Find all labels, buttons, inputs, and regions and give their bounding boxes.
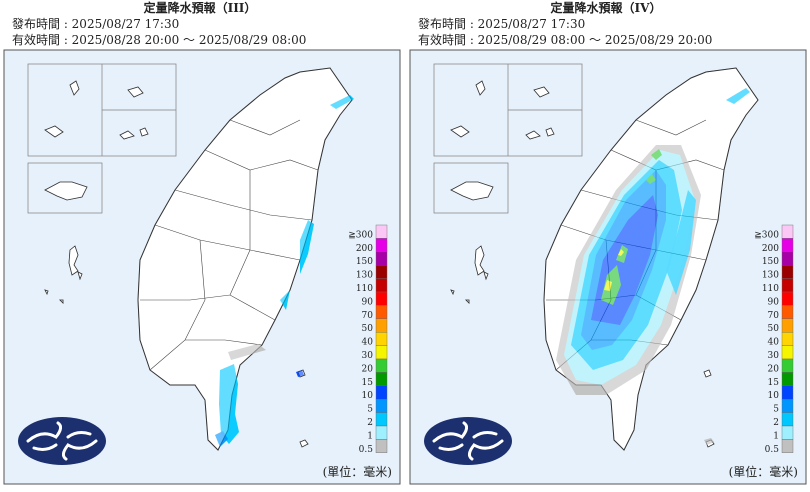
legend-label: 1 <box>773 431 779 441</box>
legend-label: ≧300 <box>348 230 373 240</box>
legend-swatch <box>375 224 388 239</box>
legend-swatch <box>781 265 794 279</box>
legend-label: 70 <box>362 311 374 321</box>
unit-label: (單位：毫米) <box>323 464 392 479</box>
legend-swatch <box>781 345 794 360</box>
legend-swatch <box>375 372 388 386</box>
legend-label: 5 <box>773 405 779 415</box>
legend-label: 20 <box>768 364 780 374</box>
issue-time: 發布時間 : 2025/08/27 17:30 <box>418 16 585 31</box>
legend-swatch <box>781 278 794 293</box>
legend-swatch <box>781 358 794 373</box>
legend-label: 90 <box>362 297 374 307</box>
valid-time: 有效時間 : 2025/08/29 08:00 ～ 2025/08/29 20:… <box>418 32 712 47</box>
legend-label: 50 <box>362 324 374 334</box>
legend-label: 20 <box>362 364 374 374</box>
legend-label: 130 <box>762 271 779 281</box>
unit-label: (單位：毫米) <box>729 464 798 479</box>
legend-label: 150 <box>762 257 779 267</box>
issue-time: 發布時間 : 2025/08/27 17:30 <box>12 16 179 31</box>
legend-swatch <box>375 425 388 440</box>
legend-label: 110 <box>762 284 779 294</box>
legend-label: 15 <box>362 378 374 388</box>
legend-swatch <box>375 318 388 333</box>
legend-label: 200 <box>356 244 373 254</box>
legend-swatch <box>375 251 388 266</box>
legend-swatch <box>781 332 794 346</box>
legend-swatch <box>781 318 794 333</box>
legend-label: ≧300 <box>754 230 779 240</box>
logo-swirl <box>26 421 98 461</box>
legend-label: 200 <box>762 244 779 254</box>
logo-swirl <box>432 421 504 461</box>
legend-swatch <box>375 385 388 400</box>
legend-swatch <box>375 358 388 373</box>
legend-swatch <box>375 412 388 427</box>
legend-label: 40 <box>768 338 780 348</box>
legend-swatch <box>781 224 794 239</box>
legend-swatch <box>375 332 388 346</box>
legend-swatch <box>375 305 388 319</box>
legend-label: 30 <box>768 351 780 361</box>
legend-label: 10 <box>768 391 780 401</box>
legend-label: 2 <box>773 418 779 428</box>
legend-swatch <box>375 265 388 279</box>
legend-label: 70 <box>768 311 780 321</box>
legend-label: 0.5 <box>359 445 374 455</box>
legend-swatch <box>781 372 794 386</box>
panel-title: 定量降水預報（III） <box>144 0 257 15</box>
legend-swatch <box>781 385 794 400</box>
legend-swatch <box>781 439 794 453</box>
legend-swatch <box>781 412 794 427</box>
legend-label: 1 <box>367 431 373 441</box>
legend-label: 10 <box>362 391 374 401</box>
legend-label: 90 <box>768 297 780 307</box>
legend-swatch <box>781 425 794 440</box>
legend-swatch <box>781 399 794 413</box>
agency-logo <box>424 417 512 465</box>
valid-time: 有效時間 : 2025/08/28 20:00 ～ 2025/08/29 08:… <box>12 32 306 47</box>
legend-swatch <box>375 399 388 413</box>
legend-label: 50 <box>768 324 780 334</box>
legend-swatch <box>375 278 388 293</box>
legend-label: 110 <box>356 284 373 294</box>
panel-title: 定量降水預報（IV） <box>551 0 662 15</box>
legend-swatch <box>375 238 388 252</box>
legend-swatch <box>781 305 794 319</box>
legend-swatch <box>781 291 794 306</box>
legend-label: 15 <box>768 378 780 388</box>
legend-label: 0.5 <box>765 445 780 455</box>
legend-label: 5 <box>367 405 373 415</box>
legend-swatch <box>781 251 794 266</box>
legend-label: 40 <box>362 338 374 348</box>
legend-label: 2 <box>367 418 373 428</box>
legend-label: 130 <box>356 271 373 281</box>
agency-logo <box>18 417 106 465</box>
legend-label: 150 <box>356 257 373 267</box>
legend-swatch <box>375 439 388 453</box>
legend-label: 30 <box>362 351 374 361</box>
legend-swatch <box>781 238 794 252</box>
legend-swatch <box>375 345 388 360</box>
legend-swatch <box>375 291 388 306</box>
